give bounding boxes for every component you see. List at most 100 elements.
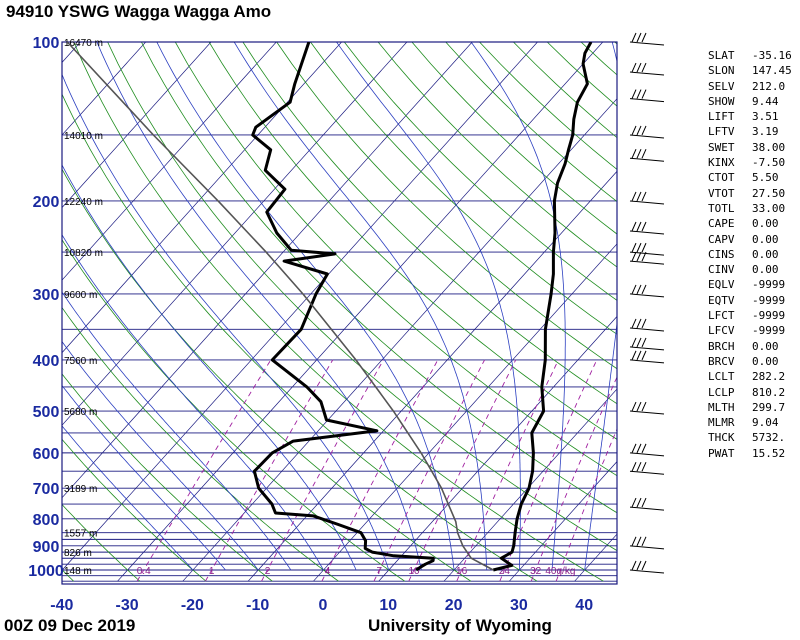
index-row: LFTV 3.19 [708,124,792,139]
dry-adiabat [377,42,617,268]
index-row: CAPE 0.00 [708,216,792,231]
pressure-tick-label: 1000 [28,563,64,580]
index-value: 0.00 [752,247,779,261]
index-name: EQLV [708,278,735,292]
wind-barb-flag [641,149,647,159]
index-row: PWAT 15.52 [708,446,792,461]
dry-adiabat [107,42,617,552]
pressure-tick-label: 900 [33,539,60,556]
height-label: 7560 m [64,356,97,367]
wind-barb-staff [629,506,665,511]
wind-barb [629,125,665,139]
mixing-ratio-line [530,376,617,582]
wind-barb [629,191,665,205]
wind-barb [629,443,665,457]
dry-adiabat [276,42,617,370]
dry-adiabat [242,42,617,405]
isotherm-line [117,42,604,582]
mixing-ratio-line [261,359,384,582]
index-name: LCLP [708,385,735,399]
wind-barb-staff [629,470,665,475]
dry-adiabat [62,238,405,582]
index-row: CAPV 0.00 [708,232,792,247]
pressure-tick-label: 800 [33,512,60,529]
wind-barb-staff [629,157,665,162]
moist-adiabat [62,425,194,571]
height-label: 3189 m [64,484,97,495]
isotherm-line [509,461,617,582]
mixing-ratio-line [499,359,598,582]
index-row: BRCV 0.00 [708,354,792,369]
index-row: LFCV -9999 [708,323,792,338]
index-row: LCLP 810.2 [708,385,792,400]
index-row: MLMR 9.04 [708,415,792,430]
wind-barb-flag [641,350,647,361]
moist-adiabat [336,42,521,570]
mixing-ratio-label: 2 [265,566,271,577]
temperature-tick-label: -20 [181,597,204,614]
index-value: 27.50 [752,186,786,200]
pressure-tick-label: 200 [33,194,60,211]
height-label: 12240 m [64,197,103,208]
dry-adiabat [62,373,273,582]
index-row: LIFT 3.51 [708,109,792,124]
wind-barb-staff [629,71,665,76]
pressure-tick-label: 100 [33,35,60,52]
isotherm-line [62,42,146,136]
index-value: 9.44 [752,94,779,108]
wind-barb-staff [629,327,665,332]
wind-barb [629,62,665,76]
index-name: MLMR [708,416,735,430]
series-group [66,42,593,572]
pressure-tick-label: 400 [33,353,60,370]
wind-barb-flag [631,62,637,73]
wind-barb-flag [641,536,647,547]
index-name: CAPE [708,217,735,231]
wind-barb-flag [636,32,642,43]
isotherm-line [62,42,473,499]
isotherm-line [62,42,408,426]
index-value: -9999 [752,324,786,338]
wind-barb-flag [636,560,642,571]
source-label: University of Wyoming [368,616,552,635]
mixing-ratio-label: 7 [377,566,383,577]
height-label: 9600 m [64,290,97,301]
wind-barb-flag [641,32,647,43]
moist-adiabat [62,340,259,571]
index-row: CINV 0.00 [708,262,792,277]
dry-adiabat [343,42,617,301]
wind-barb-staff [629,41,665,46]
dewpoint-profile [251,42,435,572]
index-value: 38.00 [752,140,786,154]
index-value: 3.19 [752,125,779,139]
index-name: LCLT [708,370,735,384]
dry-adiabat [62,438,207,582]
index-row: CINS 0.00 [708,247,792,262]
index-row: SLON 147.45 [708,63,792,78]
wind-barb-flag [636,443,642,454]
index-value: 5.50 [752,171,779,185]
mixing-ratio-label: 24 [499,566,511,577]
wind-barb-flag [636,497,642,508]
index-value: 3.51 [752,110,779,124]
chart-title: 94910 YSWG Wagga Wagga Amo [6,2,272,21]
mixing-ratio-line [205,359,334,582]
wind-barb-staff [629,134,665,139]
index-row: BRCH 0.00 [708,339,792,354]
index-value: 0.00 [752,339,779,353]
wind-barb-flag [641,89,647,99]
index-row: EQLV -9999 [708,277,792,292]
index-value: -35.16 [752,49,792,62]
wind-barb [629,251,665,265]
wind-barb-staff [629,200,665,205]
wind-barb-flag [636,89,642,99]
height-label: 148 m [64,566,92,577]
mixing-ratio-label: 10 [408,566,420,577]
index-name: SLON [708,64,735,78]
index-value: -9999 [752,278,786,292]
wind-barb-flag [641,284,647,295]
wind-barb-flag [631,89,637,99]
wind-barb [629,318,665,332]
moist-adiabat [62,384,226,571]
